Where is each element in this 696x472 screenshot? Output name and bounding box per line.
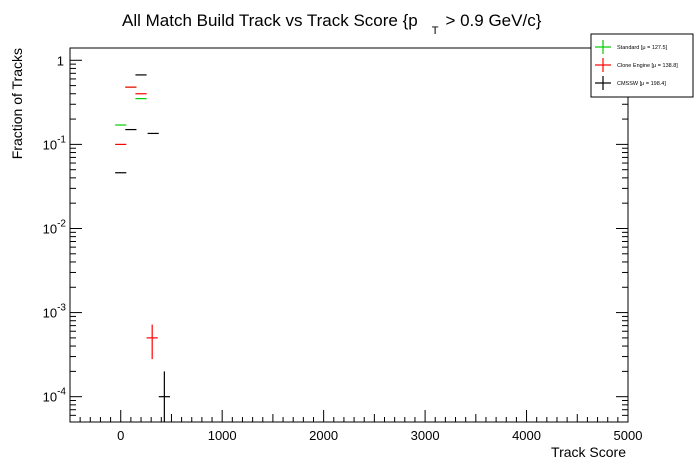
legend-label: Clone Engine [μ = 138.8]: [617, 63, 678, 69]
y-axis: 10-4 10-3 10-2 10-1 1: [43, 53, 628, 423]
legend: Standard [μ = 127.5] Clone Engine [μ = 13…: [590, 33, 694, 98]
data-points: [115, 74, 170, 422]
y-tick-label: 10-4: [43, 387, 67, 405]
y-tick-label: 10-1: [43, 134, 67, 152]
y-tick-label: 10-3: [43, 303, 67, 321]
x-tick-label: 0: [117, 428, 124, 443]
x-tick-label: 1000: [208, 428, 237, 443]
chart-title-main: All Match Build Track vs Track Score {p: [122, 11, 418, 30]
chart-title: All Match Build Track vs Track Score {p T…: [122, 11, 542, 37]
x-tick-label: 3000: [411, 428, 440, 443]
x-tick-label: 5000: [614, 428, 643, 443]
legend-label: CMSSW [μ = 198.4]: [617, 81, 666, 87]
x-axis-label: Track Score: [551, 444, 626, 460]
legend-label: Standard [μ = 127.5]: [617, 45, 668, 51]
x-tick-label: 4000: [512, 428, 541, 443]
y-tick-label: 10-2: [43, 218, 67, 236]
y-tick-label: 1: [57, 53, 64, 68]
plot-frame: [69, 47, 629, 423]
chart-title-sub: T: [432, 25, 439, 37]
data-point: [158, 371, 170, 422]
x-axis: 0 1000 2000 3000 4000 5000: [69, 410, 643, 443]
data-point: [146, 324, 158, 360]
x-tick-label: 2000: [309, 428, 338, 443]
y-axis-label: Fraction of Tracks: [9, 48, 25, 159]
chart-title-tail: > 0.9 GeV/c}: [445, 11, 541, 30]
